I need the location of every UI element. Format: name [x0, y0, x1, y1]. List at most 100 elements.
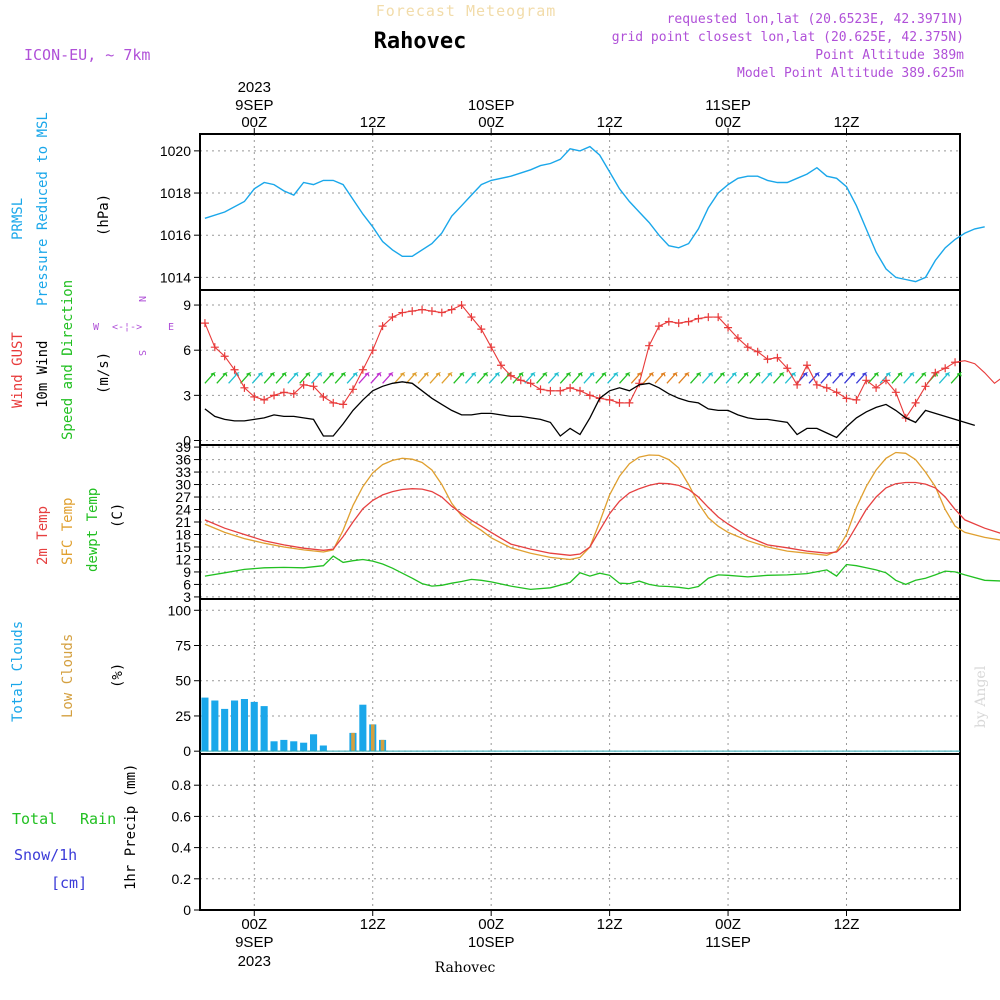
wind-barb [405, 371, 418, 384]
wind-barb [322, 371, 335, 384]
compass-s: S [136, 350, 147, 356]
panel-frame [199, 289, 961, 446]
y-tick-label: 9 [183, 297, 191, 313]
wind-barb [583, 371, 596, 384]
top-date-label: 2023 [238, 79, 271, 96]
dewpoint-line [204, 555, 1000, 591]
wind-barb [761, 371, 773, 384]
temp2m-label: 2m Temp [35, 506, 51, 565]
wind-barb [773, 371, 785, 384]
pressure-panel: 1014 1016 1018 1020 [160, 133, 961, 291]
gust-marker [210, 343, 219, 352]
gust-marker [812, 380, 821, 389]
gust-marker [447, 305, 456, 314]
y-tick-label: 18 [175, 526, 191, 542]
y-tick-label: 3 [183, 589, 191, 605]
gust-marker [358, 365, 367, 374]
dewpt-label: dewpt Temp [85, 488, 101, 572]
wind-barb [879, 371, 892, 384]
gust-marker [339, 400, 348, 409]
clouds-panel: 0 25 50 75 100 [168, 598, 961, 759]
gust-marker [576, 386, 584, 395]
panel-frame [199, 598, 961, 755]
wind-barb [417, 371, 430, 384]
gust-marker [398, 308, 407, 317]
top-date-label: 10SEP [468, 97, 515, 114]
wind-barb [488, 371, 501, 384]
low-cloud-bar [380, 739, 385, 752]
gust-marker [724, 323, 733, 332]
wind-barb [334, 371, 347, 384]
wind-barb [240, 371, 252, 384]
gust-marker [240, 383, 249, 392]
bottom-hour-label: 00Z [715, 916, 741, 933]
low-cloud-bar [371, 724, 375, 752]
bottom-hour-label: 12Z [834, 916, 860, 933]
speed-dir-label: Speed and Direction [60, 280, 76, 440]
compass-arrows: <-¦-> [112, 322, 142, 333]
temp2m-line [204, 481, 1000, 556]
total-cloud-bar [250, 701, 258, 752]
gust-marker [862, 376, 871, 385]
wind-barb [678, 371, 690, 384]
gust-marker [931, 368, 940, 377]
footer-location: Rahovec [435, 960, 496, 976]
wind-barb [855, 371, 868, 384]
wind-barb [263, 371, 276, 384]
top-hour-label: 00Z [715, 114, 741, 131]
wind-barb [536, 371, 548, 384]
wind-barb [867, 371, 880, 384]
total-clouds-label: Total Clouds [10, 621, 26, 722]
gust-marker [418, 305, 427, 314]
top-date-label: 9SEP [235, 97, 273, 114]
gust-marker [783, 364, 792, 373]
model-label: ICON-EU, ~ 7km [24, 46, 150, 64]
y-tick-label: 3 [183, 387, 191, 403]
gust-marker [556, 386, 565, 395]
gust-marker [714, 313, 723, 322]
gust-marker [684, 317, 693, 326]
total-cloud-bar [319, 745, 327, 752]
model-altitude: Model Point Altitude 389.625m [737, 66, 964, 81]
wind-barb [311, 371, 323, 384]
wind-barb [370, 371, 382, 384]
gust-marker [615, 398, 624, 407]
gust-marker [881, 376, 890, 385]
y-tick-label: 33 [175, 464, 191, 480]
wind-barb [595, 371, 607, 384]
gust-line [204, 304, 1000, 420]
snow-unit-label: [cm] [51, 874, 87, 892]
subtitle: Forecast Meteogram [376, 2, 557, 20]
gust-marker [289, 389, 298, 398]
wind-barb [619, 371, 631, 384]
gust-marker [457, 301, 466, 310]
bottom-date-label: 2023 [238, 953, 271, 970]
gust-marker [427, 307, 436, 316]
y-tick-label: 0.4 [172, 840, 192, 856]
y-tick-label: 0 [183, 743, 191, 759]
y-tick-label: 75 [175, 638, 191, 654]
gust-marker [348, 385, 357, 394]
wind-barb [524, 371, 536, 384]
wind-speed-line [204, 381, 975, 439]
y-tick-label: 15 [175, 539, 191, 555]
bottom-date-label: 9SEP [235, 934, 273, 951]
y-tick-label: 0 [183, 432, 191, 448]
y-tick-label: 25 [175, 708, 191, 724]
wind-barb [654, 371, 667, 384]
top-hour-label: 00Z [478, 114, 504, 131]
wind-panel: 0 3 6 9 [183, 289, 961, 448]
gust-marker [585, 391, 594, 400]
gust-marker [674, 319, 683, 328]
gust-marker [822, 383, 831, 392]
gust-marker [230, 365, 239, 374]
gust-marker [408, 307, 417, 316]
y-tick-label: 24 [175, 502, 191, 518]
gust-marker [842, 394, 851, 403]
sfc-temp-line [204, 451, 1000, 561]
gust-marker [704, 313, 713, 322]
sfc-temp-label: SFC Temp [60, 498, 76, 565]
wind-barb [938, 371, 951, 384]
y-tick-label: 1016 [160, 227, 191, 243]
wind-barb [441, 371, 453, 384]
